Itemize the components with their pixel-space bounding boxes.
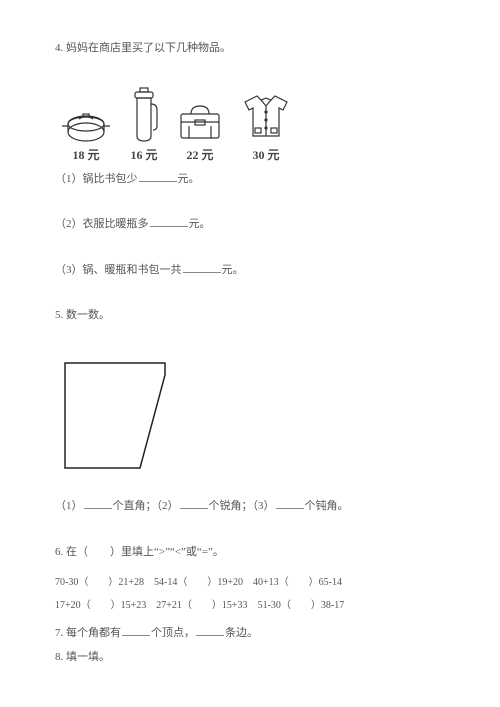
shirt-price: 30 元 <box>252 146 279 163</box>
q5-polygon <box>65 363 165 468</box>
shirt-price-unit: 元 <box>267 148 279 162</box>
q5-shape <box>55 353 445 478</box>
q6-row2: 17+20（ ）15+23 27+21（ ）15+33 51-30（ ）38-1… <box>55 596 445 611</box>
blank <box>180 498 208 509</box>
shirt-price-num: 30 <box>252 148 264 162</box>
eq-cell: 70-30（ ）21+28 <box>55 573 154 588</box>
item-bag: 22 元 <box>175 100 225 163</box>
thermos-price: 16 元 <box>130 146 157 163</box>
thermos-price-num: 16 <box>130 148 142 162</box>
q5-s2: 个直角；（2） <box>113 500 179 512</box>
q4-sub2-a: （2）衣服比暖瓶多 <box>55 218 149 230</box>
pentagon-icon <box>55 353 185 478</box>
blank <box>139 171 177 182</box>
blank <box>276 498 304 509</box>
eq-cell: 40+13（ ）65-14 <box>253 573 352 588</box>
q8-title: 8. 填一填。 <box>55 649 445 667</box>
blank <box>196 625 224 636</box>
q4-sub1-a: （1）锅比书包少 <box>55 173 138 185</box>
q4-sub1: （1）锅比书包少 元。 <box>55 171 445 189</box>
q5-subs: （1） 个直角；（2） 个锐角；（3） 个钝角。 <box>55 498 445 516</box>
blank <box>122 625 150 636</box>
q7-a: 7. 每个角都有 <box>55 627 121 639</box>
q6-row1: 70-30（ ）21+28 54-14（ ）19+20 40+13（ ）65-1… <box>55 573 445 588</box>
pot-price: 18 元 <box>72 146 99 163</box>
q5-s3: 个锐角；（3） <box>209 500 275 512</box>
shirt-icon <box>239 90 293 144</box>
pot-price-unit: 元 <box>87 148 99 162</box>
q4-sub3: （3）锅、暖瓶和书包一共 元。 <box>55 262 445 280</box>
q4-sub3-a: （3）锅、暖瓶和书包一共 <box>55 264 182 276</box>
thermos-icon <box>127 86 161 144</box>
item-pot: 18 元 <box>59 104 113 163</box>
eq-cell: 51-30（ ）38-17 <box>258 596 355 611</box>
blank <box>150 216 188 227</box>
eq-cell: 17+20（ ）15+23 <box>55 596 156 611</box>
q7-b: 个顶点， <box>151 627 195 639</box>
q5-title: 5. 数一数。 <box>55 307 445 325</box>
pot-price-num: 18 <box>72 148 84 162</box>
q7-c: 条边。 <box>225 627 258 639</box>
q5-s1: （1） <box>55 500 83 512</box>
bag-price-num: 22 <box>186 148 198 162</box>
q6-title: 6. 在（ ）里填上“>”“<”或“=”。 <box>55 544 445 562</box>
bag-price-unit: 元 <box>201 148 213 162</box>
blank <box>183 262 221 273</box>
thermos-price-unit: 元 <box>145 148 157 162</box>
q4-sub2-b: 元。 <box>189 218 211 230</box>
q4-sub3-b: 元。 <box>222 264 244 276</box>
q4-sub1-b: 元。 <box>178 173 200 185</box>
bag-icon <box>175 100 225 144</box>
pot-icon <box>59 104 113 144</box>
blank <box>84 498 112 509</box>
q7-line: 7. 每个角都有 个顶点， 条边。 <box>55 625 445 643</box>
eq-cell: 54-14（ ）19+20 <box>154 573 253 588</box>
bag-price: 22 元 <box>186 146 213 163</box>
item-thermos: 16 元 <box>127 86 161 163</box>
eq-cell: 27+21（ ）15+33 <box>156 596 257 611</box>
q4-sub2: （2）衣服比暖瓶多 元。 <box>55 216 445 234</box>
q5-s4: 个钝角。 <box>305 500 349 512</box>
q4-title: 4. 妈妈在商店里买了以下几种物品。 <box>55 40 445 58</box>
q4-items: 18 元 16 元 <box>59 86 445 163</box>
item-shirt: 30 元 <box>239 90 293 163</box>
